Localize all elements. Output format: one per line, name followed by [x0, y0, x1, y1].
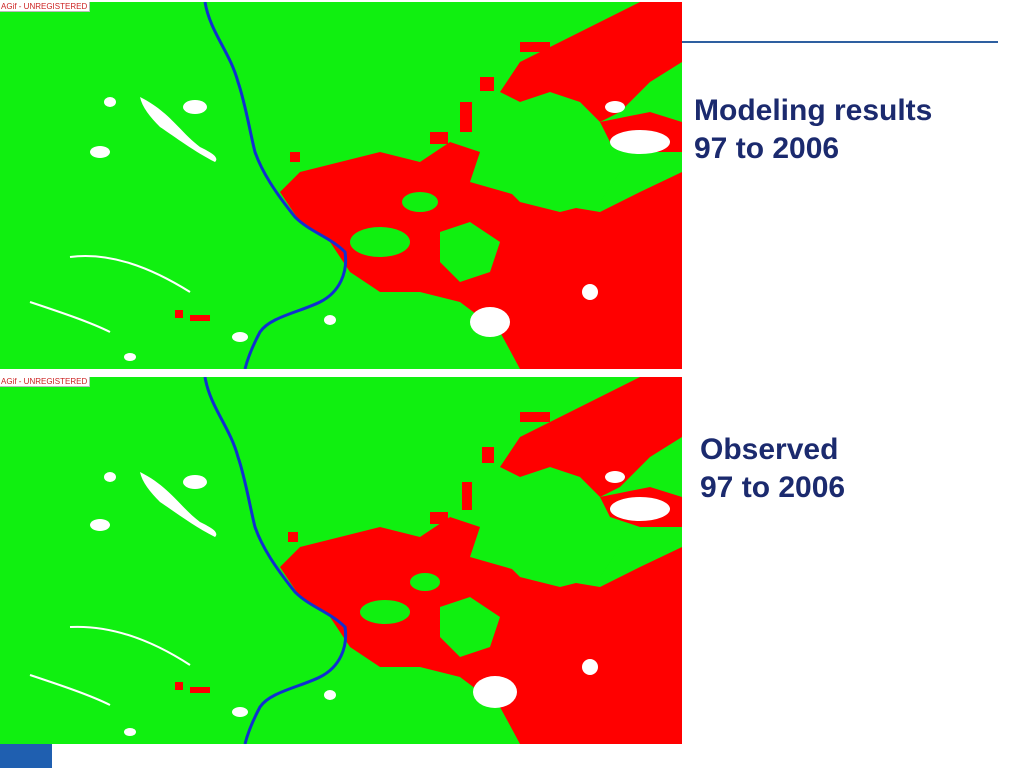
forest-patches: [360, 507, 620, 657]
unregistered-watermark: AGif - UNREGISTERED: [0, 2, 91, 12]
forest-patches: [350, 132, 620, 282]
corner-accent-block: [0, 744, 52, 768]
unregistered-watermark: AGif - UNREGISTERED: [0, 377, 91, 387]
observed-caption: Observed 97 to 2006: [700, 431, 845, 507]
caption-line-title: Observed: [700, 433, 839, 466]
non-forest-areas: [29, 471, 670, 736]
land-cover-map-observed: [29, 377, 682, 744]
river: [203, 2, 348, 369]
non-forest-areas: [29, 97, 670, 361]
header-rule: [682, 41, 998, 43]
observed-map: AGif - UNREGISTERED: [0, 377, 682, 744]
river: [203, 377, 348, 744]
caption-line-title: Modeling results: [694, 94, 933, 127]
caption-line-period: 97 to 2006: [694, 132, 840, 165]
modeling-results-caption: Modeling results 97 to 2006: [694, 92, 932, 168]
caption-line-period: 97 to 2006: [700, 471, 846, 504]
land-cover-map-model: [29, 2, 682, 369]
model-results-map: AGif - UNREGISTERED: [0, 2, 682, 369]
